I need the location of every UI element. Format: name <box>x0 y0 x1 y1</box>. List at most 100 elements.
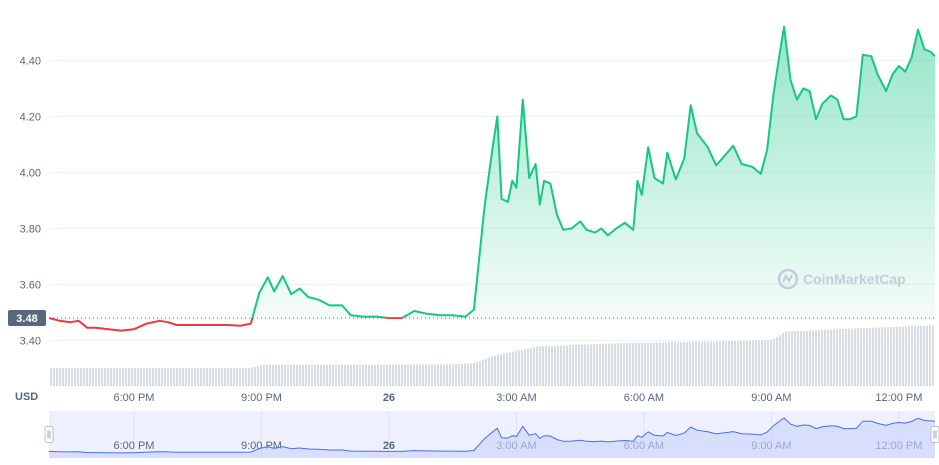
volume-bar <box>710 341 712 386</box>
navigator-tick-label: 26 <box>383 440 395 452</box>
volume-bar <box>209 368 211 386</box>
volume-bar <box>59 368 61 386</box>
y-tick-label: 4.40 <box>20 55 41 67</box>
volume-bar <box>728 341 730 386</box>
volume-bar <box>557 345 559 386</box>
coinmarketcap-logo-icon <box>777 268 799 290</box>
volume-bar <box>887 327 889 386</box>
navigator-line <box>48 417 936 454</box>
volume-bar <box>611 343 613 386</box>
volume-bar <box>734 341 736 386</box>
volume-bar <box>107 368 109 386</box>
volume-bar <box>641 342 643 386</box>
volume-bar <box>554 345 556 386</box>
volume-bar <box>131 368 133 386</box>
volume-bar <box>71 368 73 386</box>
volume-bar <box>146 368 148 386</box>
volume-bar <box>623 343 625 386</box>
volume-bar <box>92 368 94 386</box>
volume-bar <box>815 330 817 386</box>
volume-bar <box>515 351 517 386</box>
volume-bar <box>347 364 349 386</box>
volume-bar <box>563 345 565 386</box>
volume-bar <box>863 328 865 386</box>
volume-bar <box>575 344 577 386</box>
reference-price-badge <box>8 310 46 326</box>
volume-bar <box>281 364 283 386</box>
volume-bar <box>479 361 481 386</box>
volume-bar <box>317 364 319 386</box>
volume-bar <box>866 328 868 386</box>
volume-bar <box>677 342 679 386</box>
volume-bar <box>701 341 703 386</box>
volume-bar <box>338 364 340 386</box>
volume-bar <box>413 364 415 386</box>
volume-bar <box>455 364 457 386</box>
volume-bar <box>917 325 919 386</box>
volume-bar <box>920 325 922 386</box>
volume-bar <box>473 363 475 386</box>
volume-bar <box>692 341 694 386</box>
volume-bar <box>875 327 877 386</box>
reference-price-label: 3.48 <box>16 313 37 325</box>
volume-bar <box>329 364 331 386</box>
volume-bar <box>872 327 874 386</box>
volume-bar <box>215 368 217 386</box>
coinmarketcap-logo-wave <box>782 273 793 284</box>
volume-bar <box>221 368 223 386</box>
volume-bar <box>293 364 295 386</box>
volume-bar <box>218 368 220 386</box>
volume-bar <box>902 326 904 386</box>
volume-bar <box>506 353 508 386</box>
volume-bar <box>377 364 379 386</box>
volume-bar <box>83 368 85 386</box>
volume-bar <box>272 364 274 386</box>
volume-bar <box>251 367 253 386</box>
volume-bar <box>620 343 622 386</box>
volume-bar <box>494 355 496 386</box>
volume-bar <box>296 364 298 386</box>
volume-bar <box>263 364 265 386</box>
volume-bar <box>776 336 778 386</box>
navigator-right-handle[interactable] <box>930 426 939 443</box>
volume-bar <box>539 346 541 386</box>
volume-bar <box>578 344 580 386</box>
volume-bar <box>659 342 661 386</box>
volume-bar <box>782 333 784 386</box>
volume-bar <box>344 364 346 386</box>
volume-bar <box>437 364 439 386</box>
volume-bar <box>752 340 754 386</box>
volume-bar <box>383 364 385 386</box>
volume-bar <box>95 368 97 386</box>
volume-bar <box>818 330 820 386</box>
volume-bar <box>809 330 811 386</box>
volume-bar <box>386 364 388 386</box>
navigator-left-handle[interactable] <box>44 426 54 443</box>
volume-bar <box>74 368 76 386</box>
currency-label: USD <box>15 391 38 403</box>
volume-bar <box>908 326 910 386</box>
y-tick-label: 3.40 <box>20 335 41 347</box>
volume-bar <box>584 344 586 386</box>
volume-bar <box>686 341 688 386</box>
volume-bar <box>779 334 781 386</box>
volume-bar <box>899 326 901 386</box>
volume-bar <box>335 364 337 386</box>
volume-bar <box>626 343 628 386</box>
volume-bar <box>890 327 892 386</box>
volume-bar <box>254 366 256 386</box>
volume-bar <box>110 368 112 386</box>
volume-bar <box>122 368 124 386</box>
volume-bar <box>359 364 361 386</box>
volume-bar <box>161 368 163 386</box>
navigator-area <box>49 418 935 458</box>
volume-bar <box>713 341 715 386</box>
volume-bar <box>68 368 70 386</box>
volume-bar <box>452 364 454 386</box>
x-tick-label: 9:00 AM <box>751 392 791 404</box>
volume-bar <box>260 365 262 386</box>
y-tick-label: 3.60 <box>20 279 41 291</box>
volume-bar <box>614 343 616 386</box>
volume-bar <box>428 364 430 386</box>
